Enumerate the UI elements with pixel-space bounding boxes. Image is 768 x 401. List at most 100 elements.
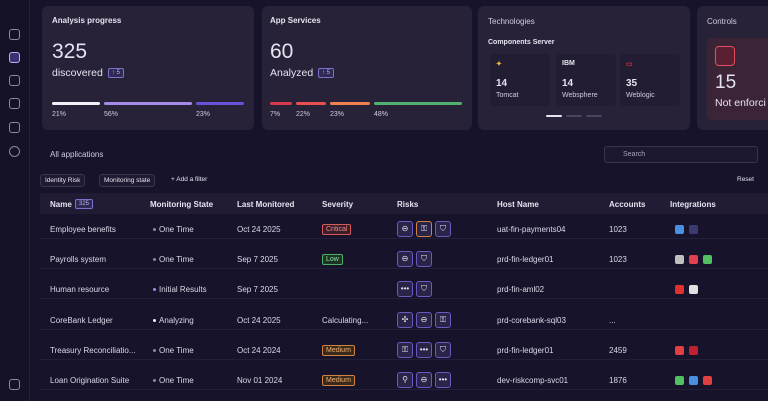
integration-icon[interactable] [675, 376, 684, 385]
integration-icon[interactable] [689, 255, 698, 265]
risk-icon[interactable]: ⛉ [435, 221, 451, 237]
risk-icon[interactable]: ⛉ [435, 341, 451, 358]
cell-text: Sep 7 2025 [237, 285, 278, 295]
nav-icon[interactable] [9, 98, 20, 109]
tech-name: Websphere [562, 92, 598, 99]
badge: ↑ 5 [318, 68, 335, 78]
state-dot [153, 288, 156, 292]
progress-segment [296, 102, 326, 105]
risk-icon[interactable]: ⊖ [397, 251, 413, 268]
reset-button[interactable]: Reset [737, 176, 754, 183]
risk-icon[interactable]: ⛉ [416, 251, 432, 268]
count-badge: 325 [75, 199, 94, 209]
column-header[interactable]: Host Name [497, 200, 539, 209]
cell-text: One Time [159, 255, 194, 265]
column-header[interactable]: Severity [322, 200, 354, 209]
row-divider [40, 328, 768, 330]
badge: ↑ 5 [108, 68, 125, 78]
cell-text: prd-fin-ledger01 [497, 255, 554, 265]
risk-icon[interactable]: ⚿ [416, 221, 432, 237]
column-header[interactable]: Accounts [609, 200, 646, 209]
cell-text: prd-fin-ledger01 [497, 345, 554, 355]
filter-chip[interactable]: Monitoring state [99, 174, 156, 187]
pager-dot[interactable] [566, 115, 582, 117]
risk-icon[interactable]: ••• [435, 372, 451, 388]
risk-icon[interactable]: ⚿ [435, 311, 451, 328]
segment-label: 56% [104, 111, 119, 118]
column-header[interactable]: Monitoring State [150, 200, 214, 209]
progress-segment [52, 102, 100, 105]
risk-icon[interactable]: ⊖ [416, 311, 432, 328]
integration-icon[interactable] [689, 285, 698, 295]
tech-tile[interactable]: IBM 14 Websphere [556, 54, 616, 106]
integration-icon[interactable] [703, 255, 712, 265]
integration-icon[interactable] [675, 255, 684, 265]
segment-label: 48% [374, 111, 389, 118]
nav-icon[interactable] [9, 146, 20, 157]
integration-icon[interactable] [703, 376, 712, 385]
integration-icon[interactable] [675, 285, 684, 295]
column-header[interactable]: Name [50, 200, 72, 209]
table-header [40, 193, 768, 214]
tech-tile[interactable]: ✦ 14 Tomcat [490, 54, 550, 106]
tech-tile[interactable]: ▭ 35 Weblogic [620, 54, 680, 106]
column-header[interactable]: Integrations [670, 200, 716, 209]
column-header[interactable]: Last Monitored [237, 200, 295, 209]
progress-segment [196, 102, 244, 105]
row-divider [40, 298, 768, 300]
tech-name: Weblogic [626, 92, 655, 99]
search-box[interactable]: Search [604, 146, 758, 163]
card-title: App Services [270, 16, 321, 25]
risk-icon[interactable]: ⚲ [397, 372, 413, 388]
row-divider [40, 238, 768, 239]
pager-dot[interactable] [546, 115, 562, 117]
integration-icon[interactable] [689, 225, 698, 234]
nav-icon[interactable] [9, 122, 20, 133]
integration-icon[interactable] [675, 345, 684, 355]
risk-icon[interactable]: ⊖ [416, 372, 432, 388]
risk-icon[interactable]: ⊖ [397, 221, 413, 237]
integration-icon[interactable] [689, 345, 698, 355]
sidebar [0, 0, 30, 401]
row-divider [40, 389, 768, 390]
cell-text: prd-corebank-sql03 [497, 315, 566, 325]
cell-text: 1023 [609, 255, 627, 265]
pager-dot[interactable] [586, 115, 602, 117]
risk-icon[interactable]: ✣ [397, 311, 413, 328]
tech-count: 35 [626, 78, 638, 89]
segment-label: 23% [330, 111, 345, 118]
cell-text: Sep 7 2025 [237, 255, 278, 265]
severity-badge: Low [322, 254, 343, 266]
integration-icon[interactable] [689, 376, 698, 385]
integration-icon[interactable] [675, 225, 684, 234]
nav-icon[interactable] [9, 29, 20, 40]
progress-segment [330, 102, 370, 105]
state-dot [153, 318, 156, 322]
row-divider [40, 268, 768, 270]
control-value: 15 [715, 72, 737, 93]
controls-card: Controls 15 Not enforci [697, 6, 768, 130]
cell-text: 1023 [609, 225, 627, 234]
risk-icon[interactable]: ⛉ [416, 281, 432, 298]
add-filter[interactable]: + Add a filter [171, 176, 208, 183]
progress-segment [104, 102, 192, 105]
control-tile[interactable]: 15 Not enforci [707, 38, 768, 120]
segment-label: 22% [296, 111, 311, 118]
cell-text: One Time [159, 376, 194, 385]
risk-icon[interactable]: ⚿ [397, 341, 413, 358]
cell-text: Oct 24 2024 [237, 345, 281, 355]
cell-text: uat-fin-payments04 [497, 225, 566, 234]
cell-text: Oct 24 2025 [237, 315, 281, 325]
nav-icon[interactable] [9, 75, 20, 86]
help-icon[interactable] [9, 379, 20, 390]
cell-text: Analyzing [159, 315, 194, 325]
cell-text: Treasury Reconciliatio... [50, 345, 136, 355]
nav-icon[interactable] [9, 52, 20, 63]
risk-icon[interactable]: ••• [416, 341, 432, 358]
card-label: Analyzed [270, 67, 314, 79]
risk-icon[interactable]: ••• [397, 281, 413, 298]
column-header[interactable]: Risks [397, 200, 419, 209]
severity-badge: Medium [322, 344, 355, 356]
filter-chip[interactable]: Identity Risk [40, 174, 86, 187]
